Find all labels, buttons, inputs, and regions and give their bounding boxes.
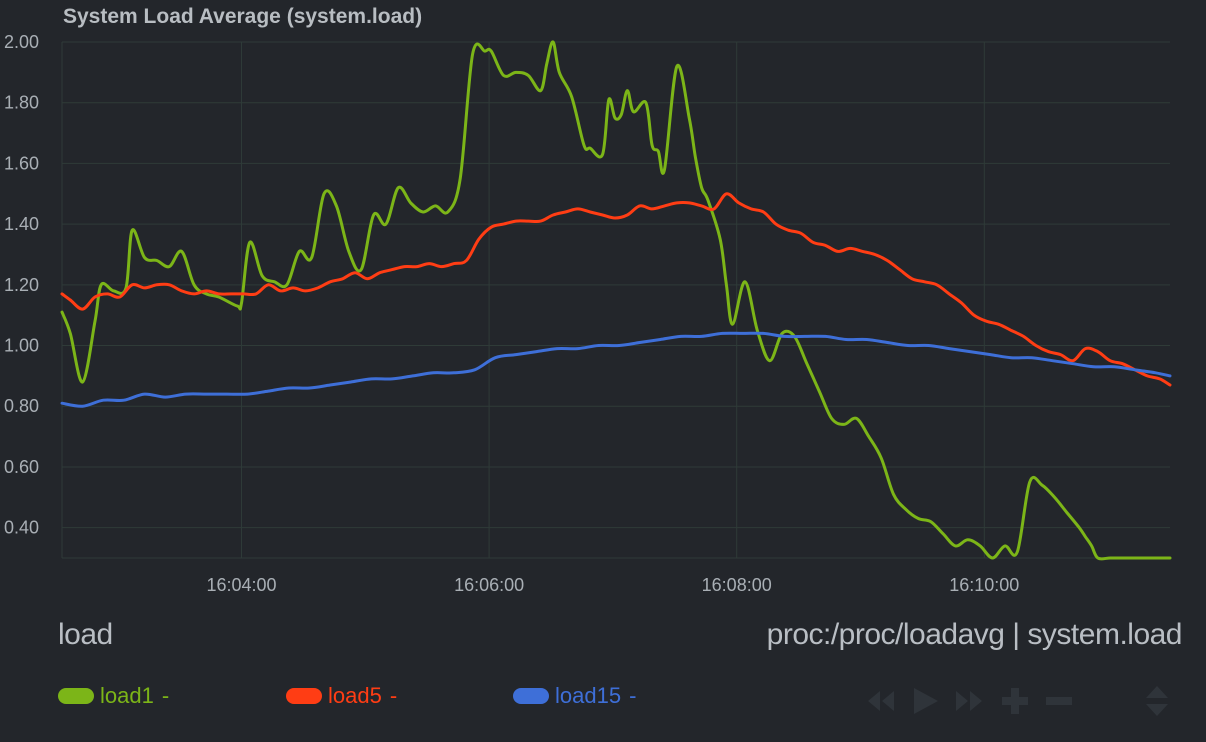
x-axis-ticks: 16:04:00 16:06:00 16:08:00 16:10:00 [206, 575, 1019, 595]
y-tick-label: 1.40 [4, 214, 39, 234]
legend-value-load5: - [389, 683, 398, 708]
series-line-load1 [60, 40, 1172, 561]
rewind-icon[interactable] [864, 684, 898, 718]
legend-label-load15: load15 [555, 683, 622, 708]
y-tick-label: 0.40 [4, 518, 39, 538]
series-line-load15 [60, 331, 1172, 408]
legend-item-load5[interactable]: load5 - [286, 683, 397, 709]
legend-swatch-load15 [513, 688, 549, 704]
x-tick-label: 16:04:00 [206, 575, 276, 595]
legend-swatch-load1 [58, 688, 94, 704]
resize-icon[interactable] [1140, 684, 1174, 718]
y-tick-label: 0.60 [4, 457, 39, 477]
y-tick-label: 1.20 [4, 275, 39, 295]
x-tick-label: 16:08:00 [702, 575, 772, 595]
chart-family-label: load [58, 618, 113, 651]
legend-label-load5: load5 [328, 683, 382, 708]
zoom-in-icon[interactable] [998, 684, 1032, 718]
y-tick-label: 2.00 [4, 32, 39, 52]
fast-forward-icon[interactable] [952, 684, 986, 718]
play-icon[interactable] [908, 684, 942, 718]
legend-value-load1: - [161, 683, 170, 708]
legend-label-load1: load1 [100, 683, 154, 708]
zoom-out-icon[interactable] [1042, 684, 1076, 718]
chart-title: System Load Average (system.load) [63, 5, 423, 28]
y-tick-label: 0.80 [4, 396, 39, 416]
legend-value-load15: - [629, 683, 637, 708]
x-tick-label: 16:06:00 [454, 575, 524, 595]
y-tick-label: 1.00 [4, 336, 39, 356]
x-tick-label: 16:10:00 [949, 575, 1019, 595]
series-layer [60, 40, 1172, 561]
chart-context-label: proc:/proc/loadavg | system.load [766, 618, 1183, 651]
series-line-load5 [60, 192, 1172, 387]
legend-swatch-load5 [286, 688, 322, 704]
y-tick-label: 1.60 [4, 153, 39, 173]
y-tick-label: 1.80 [4, 93, 39, 113]
grid-layer [61, 41, 1170, 559]
y-axis-ticks: 2.00 1.80 1.60 1.40 1.20 1.00 0.80 0.60 0.40 [4, 32, 39, 538]
legend-item-load1[interactable]: load1 - [58, 683, 169, 709]
legend-item-load15[interactable]: load15 - [513, 683, 636, 709]
